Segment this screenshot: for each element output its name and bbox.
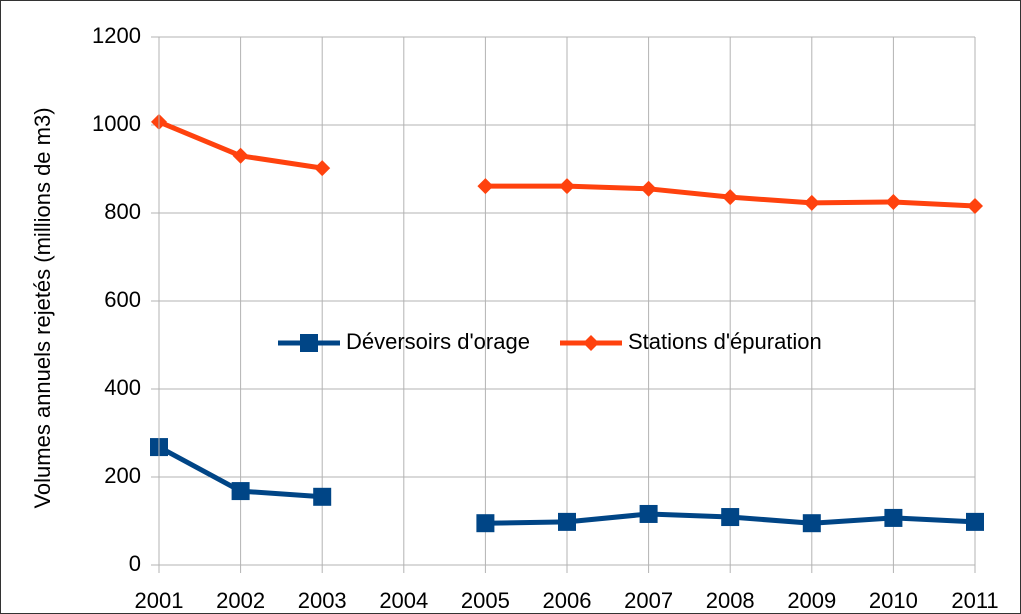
marker <box>231 482 250 501</box>
x-tick-label: 2001 <box>135 588 184 613</box>
y-tick-label: 200 <box>104 463 141 488</box>
y-tick-label: 800 <box>104 199 141 224</box>
marker <box>640 180 657 197</box>
marker <box>300 334 318 352</box>
marker <box>966 512 984 531</box>
marker <box>884 508 903 527</box>
marker <box>885 194 902 210</box>
x-tick-label: 2010 <box>869 588 918 613</box>
y-axis-label: Volumes annuels rejetés (millions de m3) <box>30 107 55 508</box>
x-tick-label: 2003 <box>298 588 347 613</box>
marker <box>722 189 739 206</box>
x-tick-label: 2007 <box>624 588 673 613</box>
y-tick-label: 1000 <box>92 111 141 136</box>
y-tick-label: 1200 <box>92 23 141 48</box>
x-tick-label: 2002 <box>216 588 265 613</box>
marker <box>559 178 575 195</box>
marker <box>313 487 332 506</box>
marker <box>803 194 820 211</box>
marker <box>721 508 740 527</box>
marker <box>802 514 821 533</box>
y-tick-label: 400 <box>104 375 141 400</box>
marker <box>232 147 249 164</box>
marker <box>558 512 576 531</box>
x-tick-label: 2006 <box>543 588 592 613</box>
marker <box>476 514 495 533</box>
x-tick-label: 2011 <box>951 588 998 613</box>
x-tick-label: 2004 <box>379 588 428 613</box>
x-tick-label: 2009 <box>787 588 836 613</box>
marker <box>314 160 331 177</box>
x-tick-label: 2005 <box>461 588 510 613</box>
marker <box>639 504 658 523</box>
marker <box>583 335 599 351</box>
legend-label: Déversoirs d'orage <box>346 329 530 354</box>
x-tick-label: 2008 <box>706 588 755 613</box>
y-tick-label: 0 <box>129 551 141 576</box>
marker <box>967 197 983 214</box>
legend-label: Stations d'épuration <box>628 329 822 354</box>
y-tick-label: 600 <box>104 287 141 312</box>
marker <box>477 178 494 195</box>
